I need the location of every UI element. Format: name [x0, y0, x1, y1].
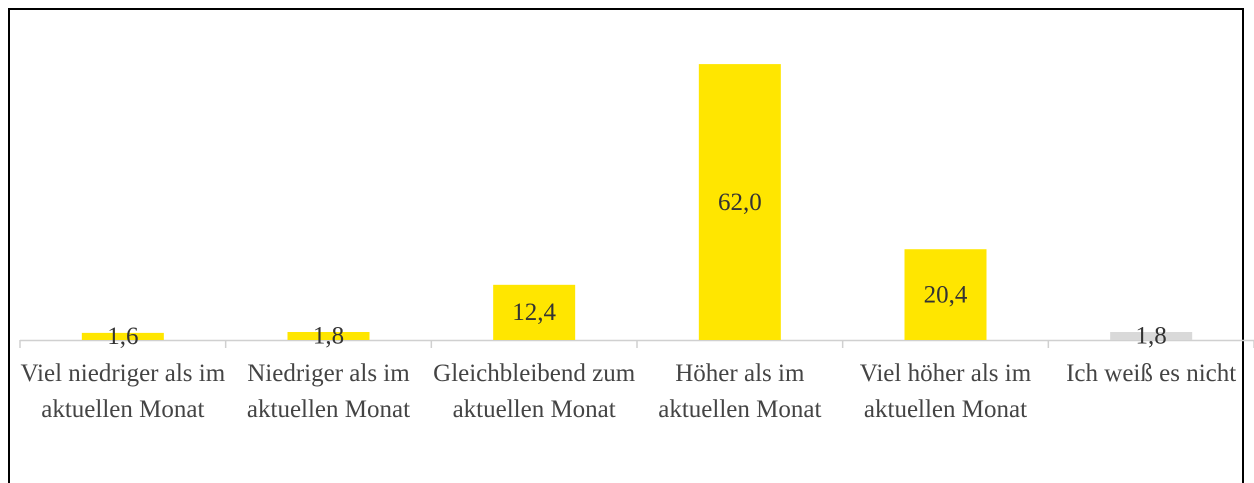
x-tick-label: Gleichbleibend zum aktuellen Monat [433, 360, 636, 423]
bar [698, 64, 781, 340]
value-label: 12,4 [512, 299, 556, 326]
bar [1110, 331, 1193, 340]
x-tick-label: Viel höher als im aktuellen Monat [859, 360, 1032, 423]
chart-frame [8, 8, 1244, 483]
x-tick-label: Niedriger als im aktuellen Monat [246, 360, 411, 423]
x-tick-label: Höher als im aktuellen Monat [658, 360, 822, 423]
value-label: 20,4 [924, 281, 968, 308]
x-tick-label: Viel niedriger als im aktuellen Monat [20, 360, 226, 423]
bar [904, 249, 987, 340]
value-label: 1,8 [313, 323, 344, 350]
value-label: 1,8 [1136, 323, 1167, 350]
value-label: 1,6 [107, 323, 138, 350]
bar [493, 284, 576, 340]
bar [81, 332, 164, 340]
value-label: 62,0 [718, 189, 762, 216]
x-tick-label: Ich weiß es nicht [1066, 360, 1237, 387]
bar [287, 331, 370, 340]
